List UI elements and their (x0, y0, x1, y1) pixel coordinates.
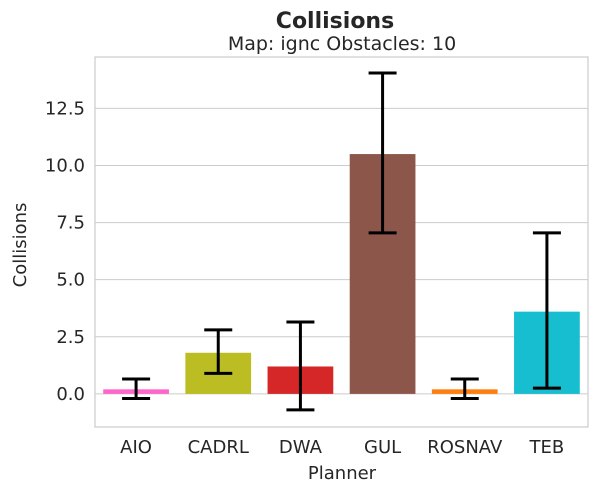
x-tick-label: GUL (364, 437, 401, 458)
x-tick-label: ROSNAV (427, 437, 503, 458)
x-tick-label: TEB (529, 437, 565, 458)
x-tick-label: DWA (279, 437, 323, 458)
y-tick-label: 10.0 (45, 155, 85, 176)
y-ticks: 0.0 2.5 5.0 7.5 10.0 12.5 (45, 98, 85, 404)
y-tick-label: 2.5 (56, 327, 85, 348)
y-axis-label: Collisions (10, 203, 31, 288)
x-tick-label: AIO (120, 437, 152, 458)
grid (95, 107, 588, 395)
y-tick-label: 0.0 (56, 384, 85, 405)
x-axis-label: Planner (308, 463, 377, 484)
x-tick-label: CADRL (188, 437, 249, 458)
chart-subtitle: Map: ignc Obstacles: 10 (228, 33, 456, 55)
y-tick-label: 12.5 (45, 98, 85, 119)
y-tick-label: 5.0 (56, 270, 85, 291)
error-bars (122, 71, 561, 412)
plot-frame (94, 56, 589, 428)
chart-title: Collisions (276, 9, 394, 34)
x-ticks: AIO CADRL DWA GUL ROSNAV TEB (120, 437, 564, 458)
bars (103, 154, 580, 394)
y-tick-label: 7.5 (56, 213, 85, 234)
